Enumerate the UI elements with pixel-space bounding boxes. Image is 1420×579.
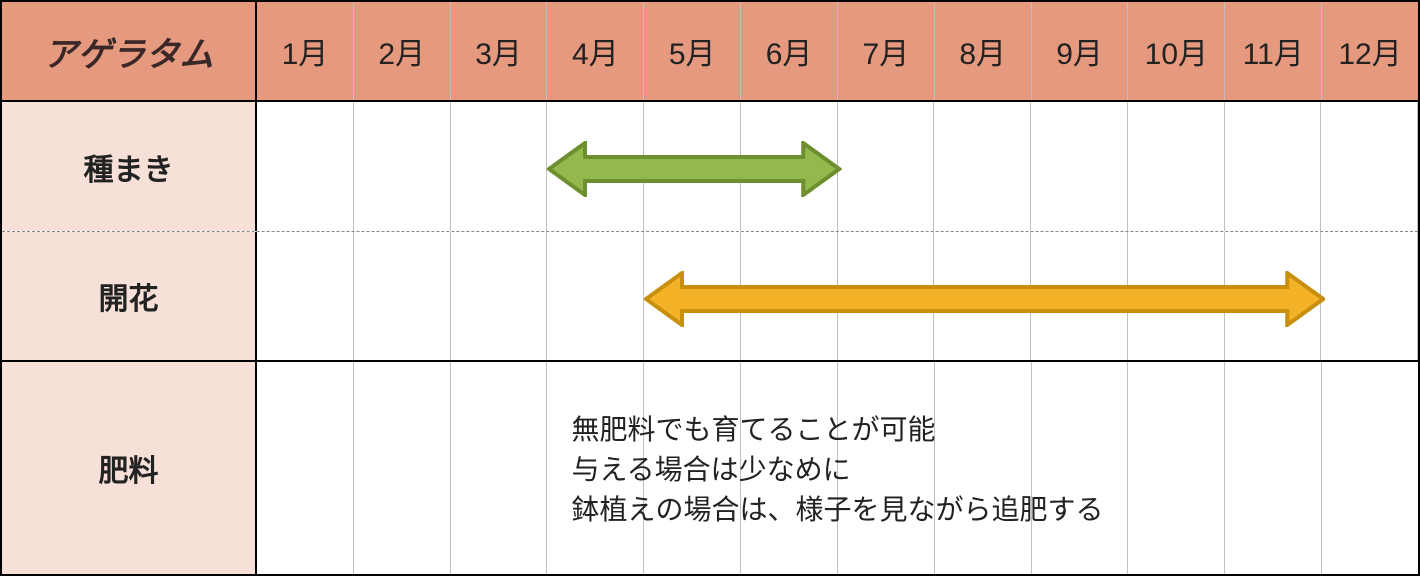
grid-cell [1321, 102, 1418, 231]
grid-cell [1321, 232, 1418, 360]
sowing-label: 種まき [2, 102, 257, 231]
month-header-cell: 1月 [257, 2, 354, 100]
grid-cell [1225, 102, 1322, 231]
month-header-cell: 2月 [354, 2, 451, 100]
grid-cell [1128, 102, 1225, 231]
grid-cell [547, 232, 644, 360]
month-header-cell: 9月 [1032, 2, 1129, 100]
fertilizer-text-line: 無肥料でも育てることが可能 [571, 408, 1103, 448]
month-header-cell: 3月 [451, 2, 548, 100]
month-header-cell: 5月 [644, 2, 741, 100]
grid-cell [257, 232, 354, 360]
month-headers: 1月2月3月4月5月6月7月8月9月10月11月12月 [257, 2, 1418, 100]
month-header-cell: 12月 [1322, 2, 1418, 100]
grid-cell [1031, 102, 1128, 231]
grid-cell [451, 232, 548, 360]
fertilizer-row: 肥料 無肥料でも育てることが可能与える場合は少なめに鉢植えの場合は、様子を見なが… [2, 362, 1418, 574]
planting-calendar: アゲラタム 1月2月3月4月5月6月7月8月9月10月11月12月 種まき 開花… [0, 0, 1420, 576]
month-header-cell: 4月 [547, 2, 644, 100]
flowering-label: 開花 [2, 232, 257, 360]
period-arrow [644, 271, 1325, 327]
flowering-timeline [257, 232, 1418, 360]
grid-cell [354, 102, 451, 231]
month-header-cell: 7月 [838, 2, 935, 100]
fertilizer-text-line: 与える場合は少なめに [571, 448, 1103, 488]
fertilizer-notes: 無肥料でも育てることが可能与える場合は少なめに鉢植えの場合は、様子を見ながら追肥… [257, 362, 1418, 574]
month-header-cell: 10月 [1128, 2, 1225, 100]
grid-cell [934, 102, 1031, 231]
calendar-header-row: アゲラタム 1月2月3月4月5月6月7月8月9月10月11月12月 [2, 2, 1418, 102]
month-header-cell: 8月 [935, 2, 1032, 100]
period-arrow [547, 141, 841, 197]
grid-cell [354, 232, 451, 360]
grid-cell [451, 102, 548, 231]
plant-title-cell: アゲラタム [2, 2, 257, 100]
sowing-row: 種まき [2, 102, 1418, 232]
fertilizer-text-lines: 無肥料でも育てることが可能与える場合は少なめに鉢植えの場合は、様子を見ながら追肥… [571, 408, 1103, 528]
grid-cell [257, 102, 354, 231]
fertilizer-label: 肥料 [2, 362, 257, 574]
sowing-timeline [257, 102, 1418, 231]
grid-cell [838, 102, 935, 231]
month-header-cell: 6月 [741, 2, 838, 100]
month-header-cell: 11月 [1225, 2, 1322, 100]
fertilizer-text-line: 鉢植えの場合は、様子を見ながら追肥する [571, 488, 1103, 528]
flowering-row: 開花 [2, 232, 1418, 362]
